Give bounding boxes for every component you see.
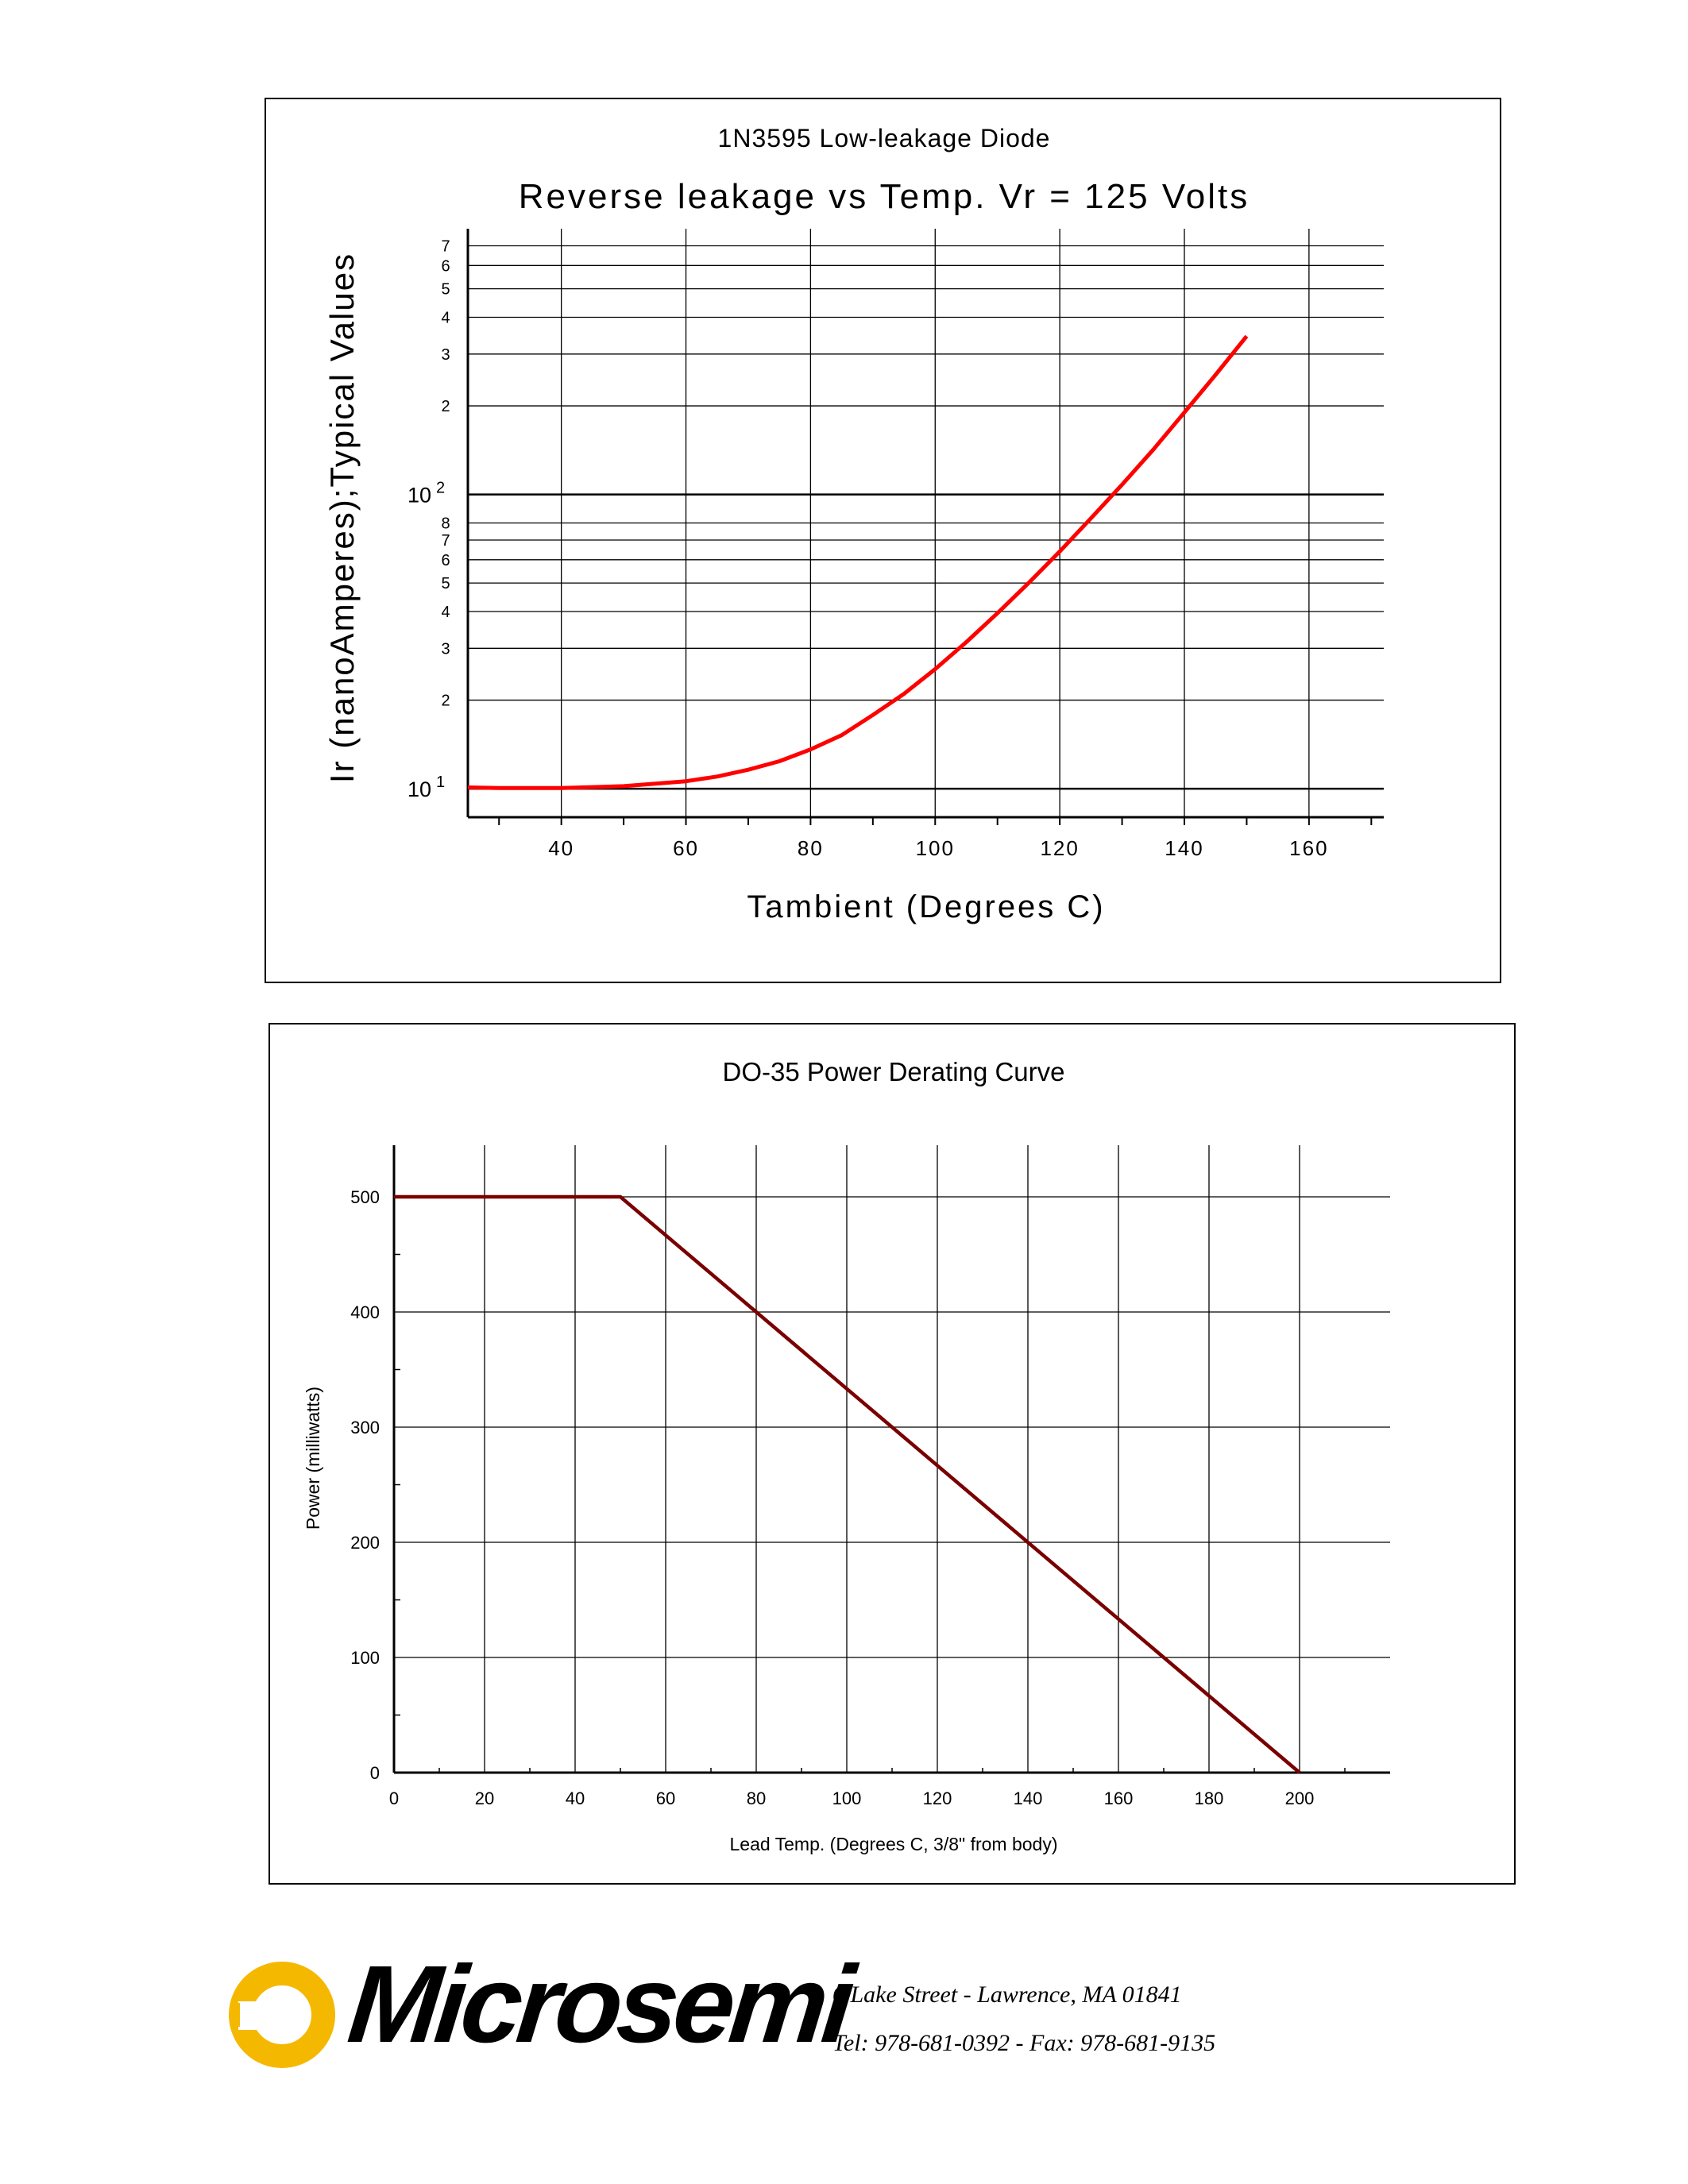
x-tick-label: 160 — [1104, 1788, 1134, 1808]
y-tick-label: 400 — [350, 1302, 380, 1322]
x-tick-label: 140 — [1014, 1788, 1043, 1808]
y-tick-label: 7 — [441, 532, 450, 550]
y-tick-label: 4 — [441, 310, 450, 327]
x-tick-label: 60 — [673, 836, 699, 860]
x-tick-label: 180 — [1195, 1788, 1224, 1808]
derating-chart-frame: DO-35 Power Derating Curve 0 100 200 300 400 5… — [268, 1023, 1516, 1885]
x-axis-label: Lead Temp. (Degrees C, 3/8" from body) — [730, 1834, 1058, 1854]
logo-notch — [238, 2001, 270, 2030]
y-decade-label: 10 1 — [408, 774, 445, 801]
x-tick-label: 100 — [832, 1788, 862, 1808]
y-tick-label: 0 — [370, 1763, 380, 1783]
microsemi-logo-text: Microsemi — [342, 1943, 856, 2066]
footer — [0, 1946, 1688, 2105]
leakage-chart-frame: 1N3595 Low-leakage Diode Reverse leakage … — [265, 98, 1501, 983]
x-axis-label: Tambient (Degrees C) — [747, 889, 1105, 924]
y-tick-label: 4 — [441, 604, 450, 621]
y-tick-label: 3 — [441, 346, 450, 364]
y-decade-label: 10 2 — [408, 480, 445, 507]
microsemi-logo-icon — [229, 1962, 335, 2068]
x-tick-label: 20 — [475, 1788, 494, 1808]
y-tick-label: 7 — [441, 237, 450, 255]
x-tick-label: 60 — [656, 1788, 675, 1808]
x-tick-label: 100 — [916, 836, 955, 860]
x-tick-label: 40 — [548, 836, 574, 860]
derating-series-line — [394, 1194, 1301, 1774]
x-tick-label: 140 — [1165, 836, 1203, 860]
chart-subtitle: Reverse leakage vs Temp. Vr = 125 Volts — [519, 177, 1250, 216]
y-tick-label: 500 — [350, 1187, 380, 1207]
y-tick-label: 5 — [441, 281, 450, 299]
y-tick-label: 100 — [350, 1648, 380, 1668]
x-tick-label: 160 — [1289, 836, 1328, 860]
x-tick-label: 80 — [798, 836, 824, 860]
y-tick-label: 5 — [441, 575, 450, 592]
leakage-chart: 1N3595 Low-leakage Diode Reverse leakage … — [323, 124, 1384, 924]
y-tick-label: 6 — [441, 257, 450, 275]
y-tick-label: 2 — [441, 693, 450, 710]
y-tick-label: 6 — [441, 552, 450, 569]
y-tick-label: 300 — [350, 1418, 380, 1437]
x-tick-label: 120 — [1040, 836, 1079, 860]
phone-fax-line: Tel: 978-681-0392 - Fax: 978-681-9135 — [832, 2030, 1216, 2056]
y-tick-label: 2 — [441, 398, 450, 415]
derating-chart: DO-35 Power Derating Curve01002003004005… — [303, 1057, 1390, 1854]
x-tick-label: 120 — [923, 1788, 952, 1808]
x-tick-label: 40 — [566, 1788, 585, 1808]
y-tick-label: 3 — [441, 640, 450, 658]
x-tick-label: 80 — [747, 1788, 766, 1808]
y-axis-label: Ir (nanoAmperes);Typical Values — [323, 253, 361, 783]
chart-title: DO-35 Power Derating Curve — [723, 1057, 1065, 1086]
x-tick-label: 200 — [1285, 1788, 1315, 1808]
logo-bar — [230, 2003, 240, 2027]
y-tick-label: 200 — [350, 1533, 380, 1553]
address-line: 6 Lake Street - Lawrence, MA 01841 — [832, 1981, 1182, 2008]
y-tick-label: 8 — [441, 515, 450, 533]
chart-title: 1N3595 Low-leakage Diode — [718, 124, 1051, 152]
leakage-series-line — [467, 334, 1249, 790]
y-axis-label: Power (milliwatts) — [303, 1387, 323, 1530]
x-tick-label: 0 — [389, 1788, 399, 1808]
